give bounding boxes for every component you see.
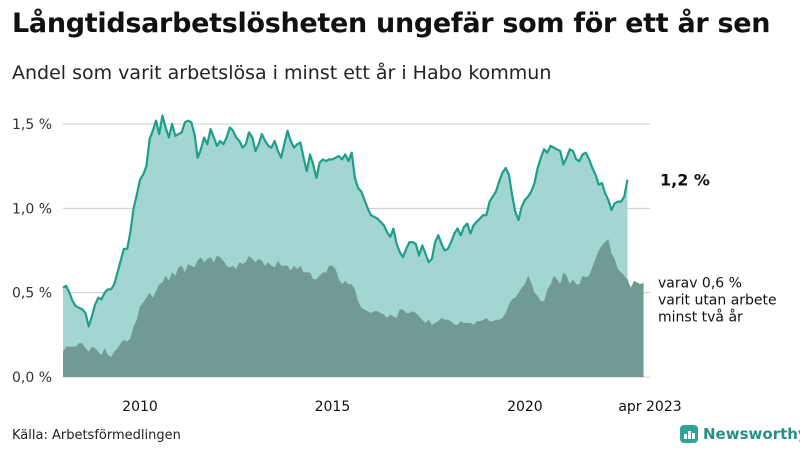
source-note: Källa: Arbetsförmedlingen [12,428,181,443]
brand-name: Newsworthy [703,425,800,443]
x-tick-label: 2020 [507,399,543,415]
chart-subtitle: Andel som varit arbetslösa i minst ett å… [12,62,552,84]
sub-series-label-line-3: minst två år [658,309,743,326]
sub-series-label-line-1: varav 0,6 % [658,276,742,292]
newsworthy-logo-icon [680,425,698,443]
y-tick-label: 1,5 % [12,117,52,133]
y-tick-label: 1,0 % [12,201,52,217]
total-series-line [62,114,629,328]
y-axis: 0,0 % 0,5 % 1,0 % 1,5 % [12,117,52,386]
brand-logo: Newsworthy [680,425,800,443]
end-labels: 1,2 % varav 0,6 % varit utan arbete mins… [658,171,777,326]
x-tick-label: 2010 [122,399,158,415]
y-tick-label: 0,0 % [12,370,52,386]
chart-title: Långtidsarbetslösheten ungefär som för e… [12,8,771,39]
x-tick-label: 2015 [315,399,351,415]
end-value-label: 1,2 % [660,171,710,190]
sub-series-area [63,238,644,377]
x-tick-label: apr 2023 [618,399,681,415]
sub-series-label-line-2: varit utan arbete [658,293,777,309]
y-tick-label: 0,5 % [12,286,52,302]
chart-areas [62,114,644,377]
x-axis: 2010 2015 2020 apr 2023 [122,399,681,415]
